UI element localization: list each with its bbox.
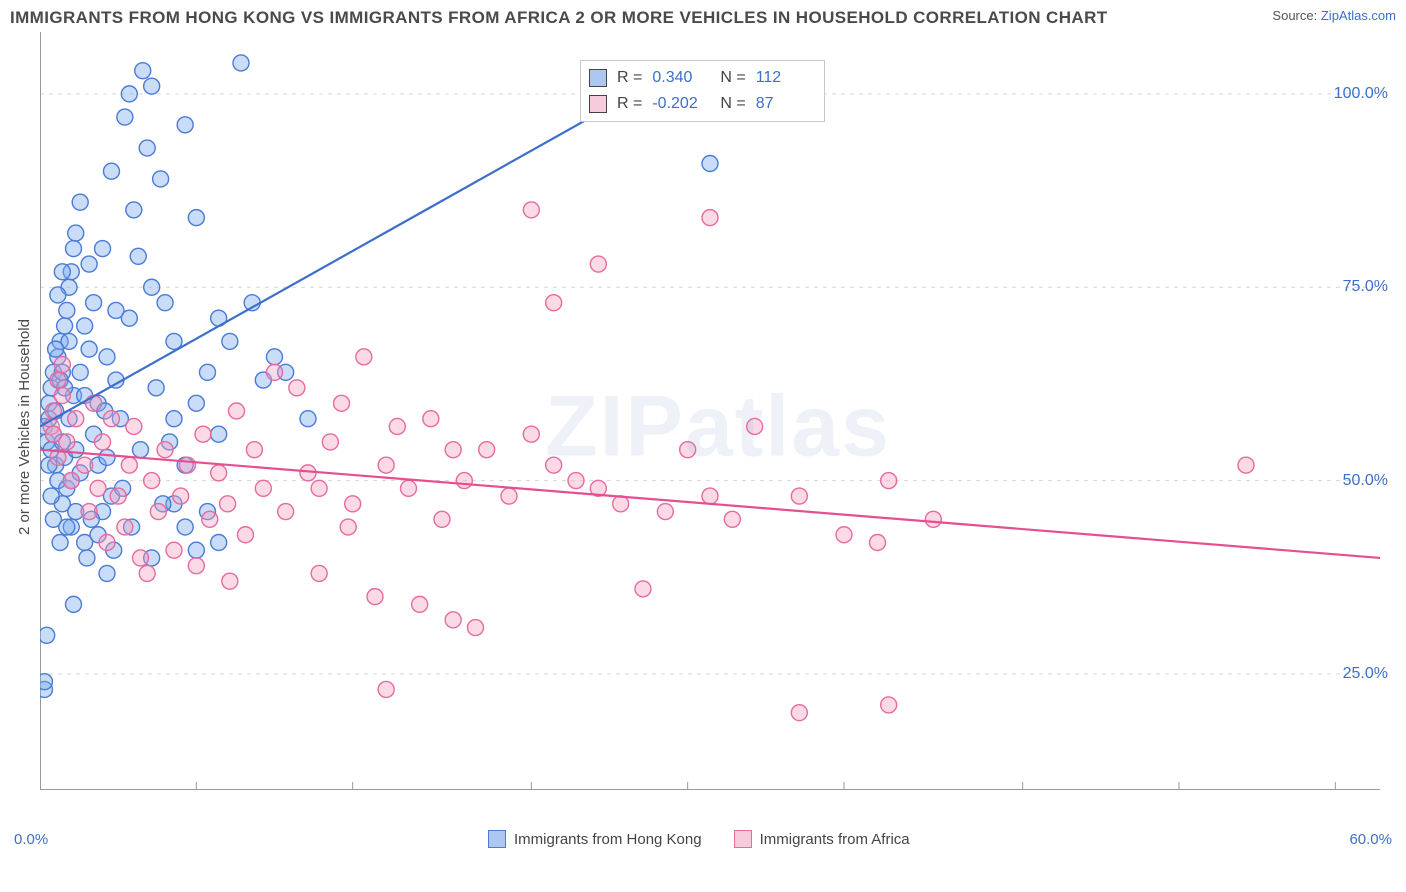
svg-holder: ZIPatlas R =0.340N =112R =-0.202N =87 25…	[40, 32, 1396, 822]
stats-n-label: N =	[720, 91, 745, 117]
stats-row: R = -0.202 N = 87	[589, 91, 814, 117]
x-axis-max-label: 60.0%	[1349, 831, 1392, 848]
stats-r-value: -0.202	[652, 91, 710, 117]
scatter-plot	[40, 32, 1380, 790]
bottom-row: 0.0% Immigrants from Hong Kong Immigrant…	[10, 822, 1396, 848]
y-axis-title: 2 or more Vehicles in Household	[10, 32, 40, 822]
source-label: Source:	[1272, 8, 1317, 23]
source-attribution: Source: ZipAtlas.com	[1272, 8, 1396, 23]
legend-item-hongkong: Immigrants from Hong Kong	[488, 830, 702, 848]
stats-swatch	[589, 69, 607, 87]
y-tick-label: 100.0%	[1334, 85, 1388, 103]
x-axis-min-label: 0.0%	[14, 831, 48, 848]
stats-r-label: R =	[617, 91, 642, 117]
plot-area: ZIPatlas R =0.340N =112R =-0.202N =87 25…	[40, 32, 1396, 822]
stats-r-label: R =	[617, 65, 642, 91]
plot-row: 2 or more Vehicles in Household ZIPatlas…	[10, 32, 1396, 822]
stats-n-label: N =	[720, 65, 745, 91]
chart-title: IMMIGRANTS FROM HONG KONG VS IMMIGRANTS …	[10, 8, 1108, 28]
chart-header: IMMIGRANTS FROM HONG KONG VS IMMIGRANTS …	[10, 8, 1396, 32]
chart-container: IMMIGRANTS FROM HONG KONG VS IMMIGRANTS …	[0, 0, 1406, 892]
y-tick-label: 50.0%	[1343, 472, 1388, 490]
legend-swatch-blue	[488, 830, 506, 848]
stats-row: R = 0.340 N = 112	[589, 65, 814, 91]
y-tick-label: 75.0%	[1343, 278, 1388, 296]
stats-n-value: 112	[756, 65, 814, 91]
stats-r-value: 0.340	[652, 65, 710, 91]
stats-box: R = 0.340 N = 112 R = -0.202 N = 87	[580, 60, 825, 122]
legend-label-blue: Immigrants from Hong Kong	[514, 831, 702, 848]
stats-swatch	[589, 95, 607, 113]
legend-item-africa: Immigrants from Africa	[734, 830, 910, 848]
source-link[interactable]: ZipAtlas.com	[1321, 8, 1396, 23]
stats-n-value: 87	[756, 91, 814, 117]
legend-swatch-pink	[734, 830, 752, 848]
legend-label-pink: Immigrants from Africa	[760, 831, 910, 848]
bottom-legend: Immigrants from Hong Kong Immigrants fro…	[488, 830, 910, 848]
y-tick-label: 25.0%	[1343, 665, 1388, 683]
